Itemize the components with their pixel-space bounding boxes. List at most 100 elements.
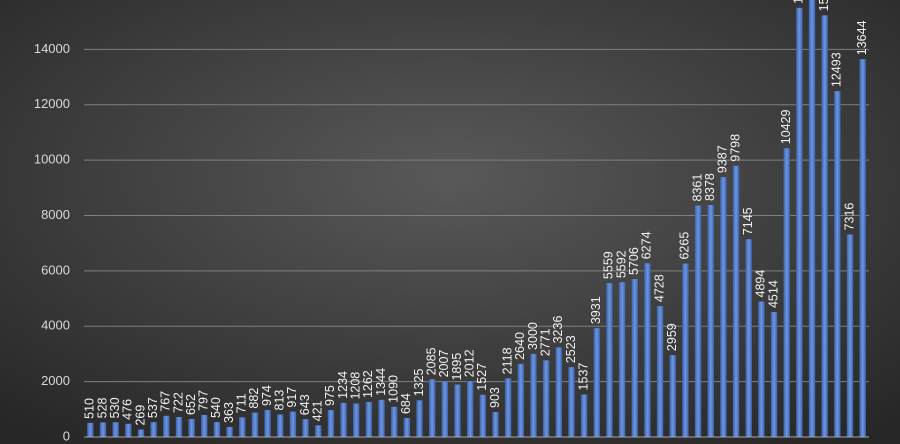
data-label: 4894 (754, 270, 768, 298)
data-label: 975 (323, 385, 337, 406)
bar (239, 417, 246, 437)
data-label: 882 (247, 388, 261, 409)
bar (618, 282, 626, 437)
bar (403, 418, 411, 437)
data-label: 12493 (830, 52, 844, 87)
data-label: 269 (133, 405, 147, 426)
bar (492, 411, 499, 437)
bar (859, 59, 866, 437)
data-label: 2085 (424, 347, 438, 375)
data-label: 510 (83, 398, 97, 419)
bar (783, 148, 790, 437)
bar (720, 177, 727, 437)
data-label: 1262 (361, 370, 375, 398)
data-label: 917 (285, 387, 299, 408)
bar (302, 419, 309, 437)
bar (441, 381, 449, 437)
bar (353, 403, 360, 437)
bar (125, 423, 132, 437)
bar (796, 7, 803, 437)
data-label: 2012 (462, 349, 476, 377)
bar (163, 415, 170, 437)
bar (428, 379, 436, 437)
data-label: 8378 (703, 173, 717, 201)
data-label: 722 (171, 392, 185, 413)
bar (87, 422, 94, 437)
bar (568, 367, 575, 437)
data-label: 684 (399, 393, 413, 414)
data-label: 7316 (842, 203, 856, 231)
bar (150, 422, 157, 437)
bar (834, 91, 841, 437)
data-label: 797 (197, 390, 211, 411)
bar (175, 417, 183, 437)
bar (593, 328, 600, 437)
bar (327, 410, 335, 437)
bar (530, 353, 537, 437)
data-label: 1527 (475, 363, 489, 391)
bar (846, 234, 854, 437)
data-label: 3931 (589, 296, 603, 324)
bar (694, 205, 702, 437)
data-label: 1208 (349, 372, 363, 400)
data-label: 1537 (576, 363, 590, 391)
data-label: 421 (311, 400, 325, 421)
bar (416, 400, 423, 437)
data-label: 537 (146, 397, 160, 418)
data-label: 2007 (437, 350, 451, 378)
bar (745, 239, 752, 437)
y-tick-label: 8000 (41, 207, 70, 222)
bar (188, 418, 195, 437)
bar (682, 263, 689, 437)
bar (555, 347, 562, 437)
y-tick-label: 14000 (34, 41, 70, 56)
bar (580, 394, 588, 437)
data-label: 767 (159, 391, 173, 412)
data-label: 2118 (500, 347, 514, 374)
data-label: 530 (108, 397, 122, 418)
bar (504, 378, 512, 437)
data-label: 10429 (779, 109, 793, 144)
data-label: 15230 (817, 0, 831, 11)
data-label: 1090 (386, 375, 400, 403)
data-label: 5559 (602, 251, 616, 279)
bar (644, 263, 651, 437)
data-label: 711 (235, 393, 249, 413)
y-tick-label: 0 (63, 428, 70, 443)
bar (466, 381, 474, 437)
data-label: 8361 (690, 174, 704, 202)
data-label: 1344 (374, 368, 388, 396)
bar (707, 205, 714, 437)
bar (99, 422, 107, 437)
bar (669, 355, 676, 437)
data-label: 1234 (336, 371, 350, 399)
data-label: 2523 (564, 335, 578, 363)
data-label: 476 (121, 399, 135, 420)
data-label: 4514 (766, 280, 780, 308)
data-label: 528 (95, 397, 109, 418)
data-label: 6274 (640, 231, 654, 259)
data-label: 3000 (526, 322, 540, 350)
data-label: 6265 (678, 232, 692, 260)
bar (631, 279, 638, 437)
y-tick-label: 10000 (34, 152, 70, 167)
bar (137, 429, 145, 437)
data-label: 13644 (855, 20, 869, 55)
bar (201, 414, 208, 437)
data-label: 1325 (412, 368, 426, 396)
bar (251, 412, 259, 437)
bar (479, 394, 487, 437)
data-label: 5706 (627, 247, 641, 275)
data-label: 652 (184, 394, 198, 415)
bar (808, 0, 816, 438)
bar (542, 360, 550, 437)
data-label: 2771 (538, 328, 552, 356)
bar (770, 312, 778, 437)
data-label: 974 (260, 385, 274, 406)
data-label: 540 (209, 397, 223, 418)
bar (517, 363, 525, 437)
bar (391, 406, 398, 437)
y-tick-label: 2000 (41, 373, 70, 388)
data-label: 3236 (551, 316, 565, 344)
